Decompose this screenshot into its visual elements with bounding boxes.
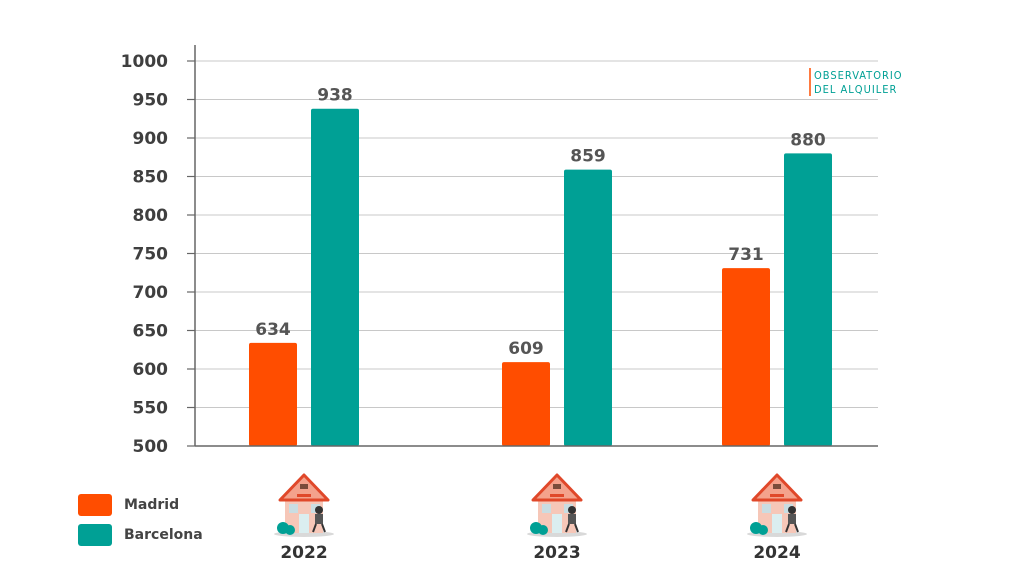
data-label: 731 — [728, 245, 764, 265]
y-tick-label: 700 — [133, 283, 169, 303]
y-axis-tick-labels: 500 550 600 650 700 750 800 850 900 950 1000 — [121, 52, 168, 457]
legend-label-madrid: Madrid — [124, 497, 180, 513]
x-axis-tick-labels: 2022 2023 2024 — [280, 543, 800, 563]
y-tick-label: 650 — [133, 322, 169, 342]
house-with-burglar-icon — [747, 473, 807, 537]
gridlines — [187, 60, 878, 447]
x-tick-label: 2023 — [533, 543, 580, 563]
legend: Madrid Barcelona — [78, 490, 203, 550]
bar-madrid-2023 — [502, 362, 550, 446]
watermark-line2: DEL ALQUILER — [814, 83, 897, 96]
category-icons — [274, 473, 807, 537]
bar-madrid-2024 — [722, 268, 770, 446]
bar-barcelona-2024 — [784, 153, 832, 446]
y-tick-label: 900 — [133, 129, 169, 149]
data-label: 938 — [317, 86, 353, 106]
legend-swatch-madrid — [78, 494, 112, 516]
legend-item-barcelona: Barcelona — [78, 520, 203, 550]
data-label: 609 — [508, 339, 544, 359]
y-tick-label: 950 — [133, 91, 169, 111]
y-tick-label: 800 — [133, 206, 169, 226]
bars — [249, 108, 832, 447]
house-with-burglar-icon — [527, 473, 587, 537]
watermark-logo: OBSERVATORIO DEL ALQUILER — [809, 68, 903, 96]
x-tick-label: 2024 — [753, 543, 800, 563]
y-tick-label: 500 — [133, 437, 169, 457]
data-label: 859 — [570, 147, 606, 167]
watermark-line1: OBSERVATORIO — [814, 69, 903, 82]
bar-barcelona-2023 — [564, 169, 612, 446]
legend-item-madrid: Madrid — [78, 490, 203, 520]
y-tick-label: 1000 — [121, 52, 168, 72]
data-label: 880 — [790, 130, 826, 150]
y-tick-label: 600 — [133, 360, 169, 380]
data-label: 634 — [255, 320, 291, 340]
y-tick-label: 750 — [133, 245, 169, 265]
legend-swatch-barcelona — [78, 524, 112, 546]
bar-madrid-2022 — [249, 342, 297, 446]
bar-barcelona-2022 — [311, 108, 359, 447]
legend-label-barcelona: Barcelona — [124, 527, 203, 543]
y-tick-label: 550 — [133, 399, 169, 419]
data-labels: 634 938 609 859 731 880 — [255, 86, 826, 359]
x-tick-label: 2022 — [280, 543, 327, 563]
y-tick-label: 850 — [133, 168, 169, 188]
house-with-burglar-icon — [274, 473, 334, 537]
